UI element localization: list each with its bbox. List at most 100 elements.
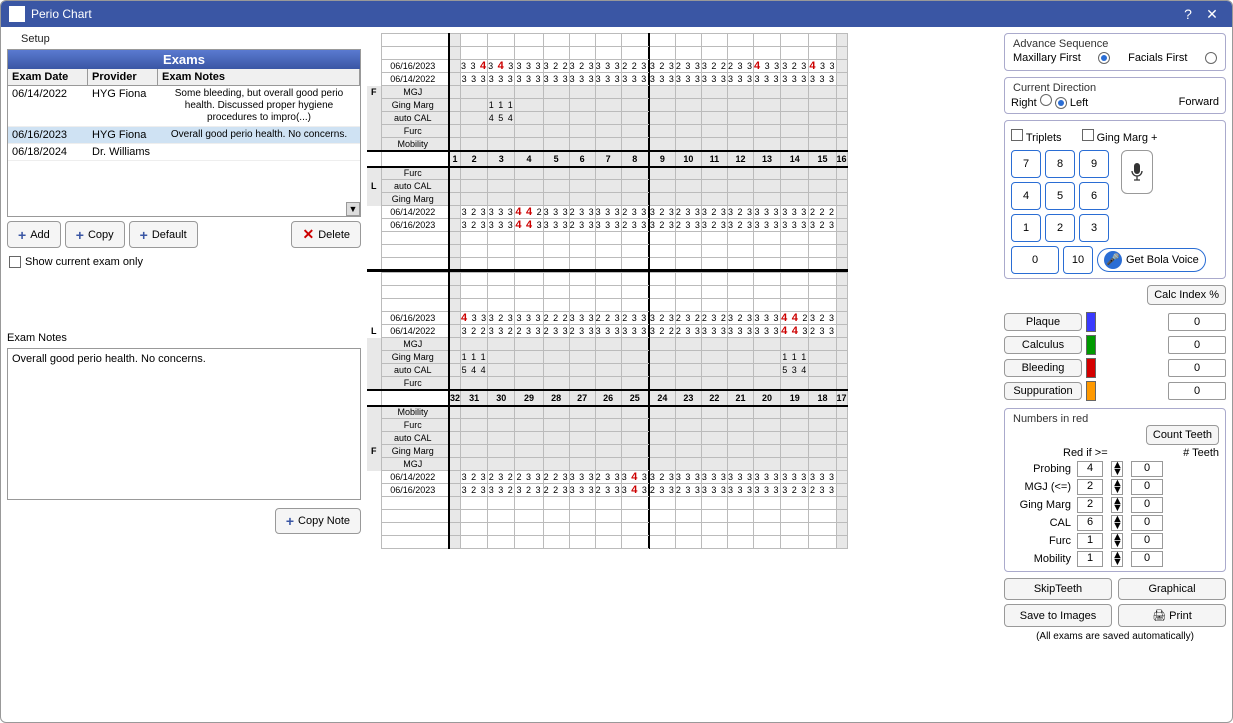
triplets-checkbox[interactable]	[1011, 129, 1023, 141]
spinner-buttons[interactable]: ▲▼	[1111, 497, 1123, 513]
chart-row-label: 06/14/2022	[381, 471, 449, 484]
index-bleeding-button[interactable]: Bleeding	[1004, 359, 1082, 377]
index-plaque-button[interactable]: Plaque	[1004, 313, 1082, 331]
col-provider[interactable]: Provider	[88, 69, 158, 85]
print-button[interactable]: 🖨Print	[1118, 604, 1226, 627]
exam-row[interactable]: 06/14/2022HYG FionaSome bleeding, but ov…	[8, 86, 360, 127]
key-2[interactable]: 2	[1045, 214, 1075, 242]
tooth-number: 25	[621, 390, 649, 406]
red-threshold-input[interactable]: 2	[1077, 479, 1103, 495]
maxillary-first-label: Maxillary First	[1013, 52, 1081, 64]
maxillary-first-radio[interactable]	[1098, 52, 1110, 64]
numbers-red-legend: Numbers in red	[1011, 413, 1090, 425]
indices-list: Plaque 0Calculus 0Bleeding 0Suppuration …	[1004, 309, 1226, 404]
show-current-checkbox[interactable]	[9, 256, 21, 268]
red-threshold-input[interactable]: 1	[1077, 533, 1103, 549]
right-radio[interactable]	[1040, 94, 1052, 106]
index-calculus-button[interactable]: Calculus	[1004, 336, 1082, 354]
red-threshold-input[interactable]: 2	[1077, 497, 1103, 513]
tooth-number: 5	[543, 151, 569, 167]
microphone-button[interactable]	[1121, 150, 1153, 194]
right-label: Right	[1011, 97, 1037, 109]
chart-row-label: Ging Marg	[381, 445, 449, 458]
skip-teeth-button[interactable]: SkipTeeth	[1004, 578, 1112, 600]
scroll-down-arrow[interactable]: ▼	[346, 202, 360, 216]
tooth-number: 23	[675, 390, 701, 406]
calc-index-button[interactable]: Calc Index %	[1147, 285, 1226, 305]
red-row-label: Probing	[1011, 463, 1071, 475]
count-teeth-button[interactable]: Count Teeth	[1146, 425, 1219, 445]
key-1[interactable]: 1	[1011, 214, 1041, 242]
red-threshold-input[interactable]: 4	[1077, 461, 1103, 477]
col-exam-date[interactable]: Exam Date	[8, 69, 88, 85]
tooth-number: 32	[449, 390, 461, 406]
spinner-buttons[interactable]: ▲▼	[1111, 515, 1123, 531]
key-3[interactable]: 3	[1079, 214, 1109, 242]
copy-note-label: Copy Note	[298, 515, 350, 527]
key-10[interactable]: 10	[1063, 246, 1093, 274]
key-8[interactable]: 8	[1045, 150, 1075, 178]
spinner-buttons[interactable]: ▲▼	[1111, 461, 1123, 477]
chart-row-label: Ging Marg	[381, 99, 449, 112]
default-button[interactable]: +Default	[129, 221, 198, 248]
tooth-number: 16	[836, 151, 847, 167]
copy-note-button[interactable]: +Copy Note	[275, 508, 361, 534]
help-button[interactable]: ?	[1176, 6, 1200, 22]
tooth-number: 15	[809, 151, 836, 167]
key-9[interactable]: 9	[1079, 150, 1109, 178]
tooth-number: 1	[449, 151, 461, 167]
advance-sequence-panel: Advance Sequence Maxillary First Facials…	[1004, 33, 1226, 71]
tooth-number: 30	[488, 390, 515, 406]
bola-voice-button[interactable]: 🎤Get Bola Voice	[1097, 248, 1206, 272]
col-exam-notes[interactable]: Exam Notes	[158, 69, 360, 85]
red-teeth-count: 0	[1131, 515, 1163, 531]
arch-label: L	[367, 325, 381, 338]
facials-first-radio[interactable]	[1205, 52, 1217, 64]
key-0[interactable]: 0	[1011, 246, 1059, 274]
exam-notes-textarea[interactable]: Overall good perio health. No concerns.	[7, 348, 361, 500]
exam-row[interactable]: 06/18/2024Dr. Williams	[8, 144, 360, 161]
tooth-number: 8	[621, 151, 649, 167]
key-5[interactable]: 5	[1045, 182, 1075, 210]
current-direction-panel: Current Direction Right Left Forward	[1004, 77, 1226, 114]
index-suppuration-button[interactable]: Suppuration	[1004, 382, 1082, 400]
ging-marg-plus-checkbox[interactable]	[1082, 129, 1094, 141]
facials-first-label: Facials First	[1128, 52, 1187, 64]
arch-label: L	[367, 180, 381, 193]
copy-button[interactable]: +Copy	[65, 221, 125, 248]
red-row-label: CAL	[1011, 517, 1071, 529]
tooth-number: 12	[727, 151, 753, 167]
tooth-number: 3	[488, 151, 515, 167]
close-button[interactable]: ✕	[1200, 6, 1224, 23]
add-button[interactable]: +Add	[7, 221, 61, 248]
red-teeth-count: 0	[1131, 551, 1163, 567]
tooth-number: 2	[461, 151, 488, 167]
setup-label[interactable]: Setup	[21, 33, 361, 45]
key-7[interactable]: 7	[1011, 150, 1041, 178]
spinner-buttons[interactable]: ▲▼	[1111, 551, 1123, 567]
show-current-label: Show current exam only	[25, 256, 143, 268]
tooth-number: 19	[781, 390, 809, 406]
spinner-buttons[interactable]: ▲▼	[1111, 479, 1123, 495]
graphical-button[interactable]: Graphical	[1118, 578, 1226, 600]
left-radio[interactable]	[1055, 97, 1067, 109]
red-threshold-input[interactable]: 1	[1077, 551, 1103, 567]
chart-row-label: 06/14/2022	[381, 206, 449, 219]
titlebar: ▦ Perio Chart ? ✕	[1, 1, 1232, 27]
delete-button[interactable]: ✕Delete	[291, 221, 361, 248]
red-threshold-input[interactable]: 6	[1077, 515, 1103, 531]
perio-chart[interactable]: 06/16/2023 3 3 43 4 33 3 33 2 23 2 33 3 …	[367, 33, 998, 716]
tooth-number: 26	[595, 390, 621, 406]
perio-grid[interactable]: 06/16/2023 3 3 43 4 33 3 33 2 23 2 33 3 …	[367, 33, 848, 549]
save-to-images-button[interactable]: Save to Images	[1004, 604, 1112, 627]
tooth-number: 9	[649, 151, 676, 167]
key-4[interactable]: 4	[1011, 182, 1041, 210]
spinner-buttons[interactable]: ▲▼	[1111, 533, 1123, 549]
key-6[interactable]: 6	[1079, 182, 1109, 210]
index-plaque-value: 0	[1168, 313, 1226, 331]
chart-row-label: 06/16/2023	[381, 60, 449, 73]
tooth-number: 28	[543, 390, 569, 406]
tooth-number: 10	[675, 151, 701, 167]
exam-row[interactable]: 06/16/2023HYG FionaOverall good perio he…	[8, 127, 360, 144]
index-calculus-value: 0	[1168, 336, 1226, 354]
